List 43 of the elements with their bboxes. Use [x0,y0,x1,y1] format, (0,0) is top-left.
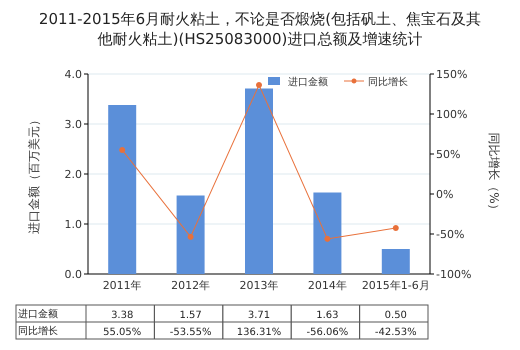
y2-tick-label: 100% [436,108,468,121]
y2-tick-label: 50% [436,148,460,161]
bar [108,105,136,274]
chart-title: 2011-2015年6月耐火粘土，不论是否煅烧(包括矾土、焦宝石及其他耐火粘土)(HS25083000)进口总额及增速统计 [38,10,482,48]
text: 同比增长 [18,326,58,337]
bar [382,249,410,274]
x-tick-label: 2012年 [171,279,210,292]
data-label: 136.31% [236,327,282,338]
point [119,146,126,153]
y2-tick-label: -50% [436,228,464,241]
point [188,234,194,240]
x-tick-label: 2014年 [308,279,347,292]
y-tick-label: 2.0 [64,168,82,181]
point [256,82,262,88]
legend-label: 同比增长 [368,76,408,88]
x-tick-label: 2015年1-6月 [362,279,430,292]
y2-tick-label: 150% [436,68,468,81]
y-tick-label: 3.0 [64,118,82,131]
x-tick-label: 2013年 [240,279,278,292]
data-label: 0.50 [384,310,407,321]
bar [313,192,342,274]
y2-tick-label: -100% [436,268,472,281]
x-tick-label: 2011年 [102,279,142,292]
data-label: 1.57 [179,310,202,321]
bar [245,88,273,274]
bar [176,196,205,274]
data-label: -53.55% [170,327,212,338]
y-tick-label: 4.0 [64,68,82,81]
legend-label: 进口金额 [288,76,328,88]
text: 进口金额 [18,309,58,320]
point [392,225,399,232]
data-label: 55.05% [103,327,142,338]
data-label: -42.53% [374,327,417,338]
data-label: -56.06% [306,327,348,338]
y-tick-label: 0.0 [64,268,82,281]
y-axis-title: 进口金额（百万美元） [27,114,41,234]
y-tick-label: 1.0 [64,218,82,231]
data-label: 3.38 [111,310,134,321]
data-label: 1.63 [316,310,339,321]
point [324,236,330,242]
y2-axis-title: 同比增长（%） [487,132,501,216]
data-label: 3.71 [248,310,270,321]
y2-tick-label: 0% [436,188,454,201]
